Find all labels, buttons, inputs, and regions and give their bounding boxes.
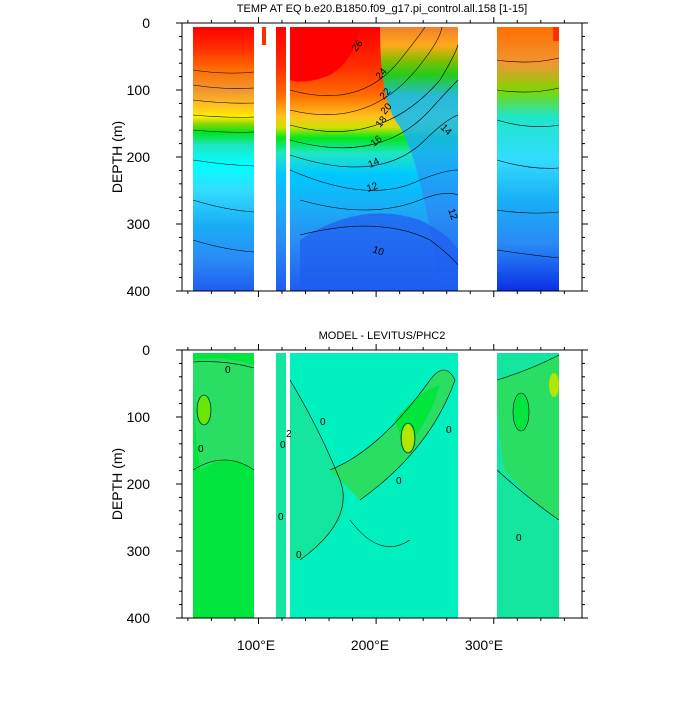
bottom-y-tick-label-200: 200 <box>127 476 151 492</box>
top-field-atlantic <box>497 27 559 291</box>
bottom-y-tick-label-0: 0 <box>142 342 150 358</box>
bottom-anomaly-d <box>290 380 345 560</box>
bottom-y-axis-label: DEPTH (m) <box>109 448 125 520</box>
bottom-anomaly-g <box>402 424 414 452</box>
top-field-bar-a <box>262 27 266 45</box>
top-east-shoal <box>380 27 458 291</box>
bottom-contour-label-4: 2 <box>286 429 292 440</box>
top-y-tick-label-200: 200 <box>127 149 151 165</box>
bottom-anomaly-j <box>549 373 559 397</box>
top-field-bar-b <box>553 27 559 41</box>
top-contour-label-14a: 14 <box>367 156 382 171</box>
top-y-tick-label-400: 400 <box>127 283 151 299</box>
bottom-contour-lines <box>192 354 560 561</box>
top-panel: TEMP AT EQ b.e20.B1850.f09_g17.pi_contro… <box>109 3 588 299</box>
bottom-anomaly-c <box>198 396 210 424</box>
bottom-title: MODEL - LEVITUS/PHC2 <box>319 330 446 342</box>
top-warm-pool <box>290 27 360 82</box>
top-contour-label-10: 10 <box>371 244 386 258</box>
top-field-indian <box>193 27 254 291</box>
bottom-x-tick-label-100E: 100°E <box>237 637 275 653</box>
bottom-contour-label-5: 0 <box>320 417 326 428</box>
bottom-contour-labels: 0 0 0 2 0 0 0 0 0 0 <box>198 365 522 561</box>
bottom-anomaly-a <box>193 358 254 470</box>
bottom-y-tick-labels: 0 100 200 300 400 <box>127 342 151 626</box>
top-y-tick-label-100: 100 <box>127 82 151 98</box>
bottom-x-tick-labels: 100°E 200°E 300°E <box>237 637 503 653</box>
bottom-y-tick-label-400: 400 <box>127 610 151 626</box>
bottom-y-tick-label-100: 100 <box>127 409 151 425</box>
top-field-westpac <box>276 27 286 291</box>
bottom-contour-label-7: 0 <box>446 425 452 436</box>
top-contour-lines <box>192 26 560 266</box>
bottom-anomaly-i <box>514 394 528 430</box>
bottom-axes: 0 100 200 300 400 DEPTH (m) 100°E 200°E … <box>109 342 588 653</box>
top-contour-label-12b: 12 <box>445 207 459 222</box>
bottom-anomaly-h <box>497 355 559 520</box>
bottom-contour-label-8: 0 <box>278 512 284 523</box>
bottom-x-tick-label-300E: 300°E <box>465 637 503 653</box>
top-y-tick-label-300: 300 <box>127 216 151 232</box>
bottom-contour-label-1: 0 <box>225 365 231 376</box>
top-contour-label-12a: 12 <box>365 181 380 195</box>
top-title: TEMP AT EQ b.e20.B1850.f09_g17.pi_contro… <box>237 3 527 15</box>
bottom-contour-label-2: 0 <box>198 444 204 455</box>
top-plot-area: 26 24 22 20 18 16 14 14 12 12 10 <box>192 26 560 291</box>
bottom-x-tick-label-200E: 200°E <box>351 637 389 653</box>
top-axes: 0 100 200 300 400 DEPTH (m) <box>109 15 588 299</box>
bottom-contour-label-6: 0 <box>396 476 402 487</box>
bottom-panel: MODEL - LEVITUS/PHC2 <box>109 330 588 653</box>
bottom-plot-area: 0 0 0 2 0 0 0 0 0 0 <box>192 353 560 618</box>
top-y-tick-labels: 0 100 200 300 400 <box>127 15 151 299</box>
bottom-contour-label-9: 0 <box>296 550 302 561</box>
bottom-anomaly-b <box>200 482 254 604</box>
bottom-field-westpac <box>276 353 286 618</box>
bottom-contour-label-10: 0 <box>516 533 522 544</box>
bottom-y-tick-label-300: 300 <box>127 543 151 559</box>
top-y-tick-label-0: 0 <box>142 15 150 31</box>
bottom-contour-label-3: 0 <box>280 440 286 451</box>
top-y-axis-label: DEPTH (m) <box>109 121 125 193</box>
top-cold-tongue <box>300 213 458 291</box>
